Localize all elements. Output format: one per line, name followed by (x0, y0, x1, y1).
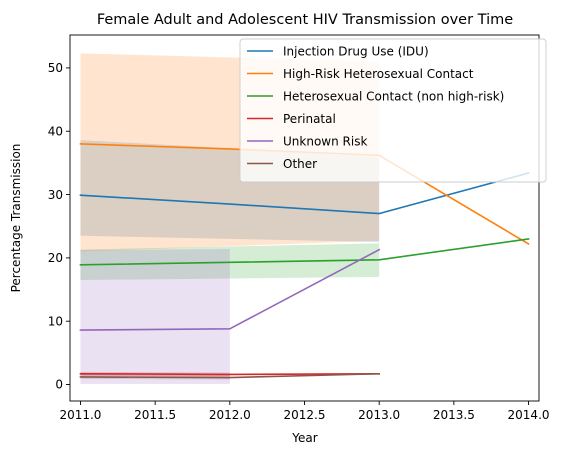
legend-label-perinatal: Perinatal (283, 112, 336, 126)
series-lines (79, 143, 530, 379)
y-axis-title: Percentage Transmission (9, 144, 23, 293)
x-tick-label: 2013.0 (358, 408, 400, 422)
x-tick-label: 2012.5 (284, 408, 326, 422)
y-tick-label: 20 (48, 251, 63, 265)
x-tick-label: 2012.0 (209, 408, 251, 422)
y-tick-label: 30 (48, 188, 63, 202)
legend-label-other: Other (283, 157, 317, 171)
x-tick-label: 2011.0 (59, 408, 101, 422)
legend-label-high-risk-heterosexual-contact: High-Risk Heterosexual Contact (283, 67, 474, 81)
legend-label-injection-drug-use-idu: Injection Drug Use (IDU) (283, 44, 429, 58)
y-tick-label: 40 (48, 124, 63, 138)
x-tick-label: 2011.5 (134, 408, 176, 422)
legend-box (239, 38, 547, 183)
y-tick-label: 50 (48, 61, 63, 75)
series-line-injection-drug-use-idu (79, 172, 530, 215)
y-axis-ticks: 0 10 20 30 40 50 (48, 61, 70, 392)
series-line-perinatal (79, 372, 380, 376)
series-line-heterosexual-contact-non-high-risk (79, 237, 530, 266)
x-axis-ticks: 2011.0 2011.5 2012.0 2012.5 2013.0 2013.5 2014… (59, 401, 550, 422)
legend-label-unknown-risk: Unknown Risk (283, 134, 367, 148)
x-tick-label: 2014.0 (508, 408, 550, 422)
series-line-other (79, 372, 381, 379)
legend: Injection Drug Use (IDU) High-Risk Hetero… (239, 38, 547, 183)
x-axis-title: Year (291, 431, 317, 445)
legend-label-heterosexual-contact-non-high-risk: Heterosexual Contact (non high-risk) (283, 89, 504, 103)
series-line-unknown-risk (79, 248, 381, 331)
y-tick-label: 0 (55, 378, 63, 392)
chart-title: Female Adult and Adolescent HIV Transmis… (97, 12, 513, 28)
y-tick-label: 10 (48, 314, 63, 328)
x-tick-label: 2013.5 (433, 408, 475, 422)
band-unknown-risk (80, 249, 230, 384)
